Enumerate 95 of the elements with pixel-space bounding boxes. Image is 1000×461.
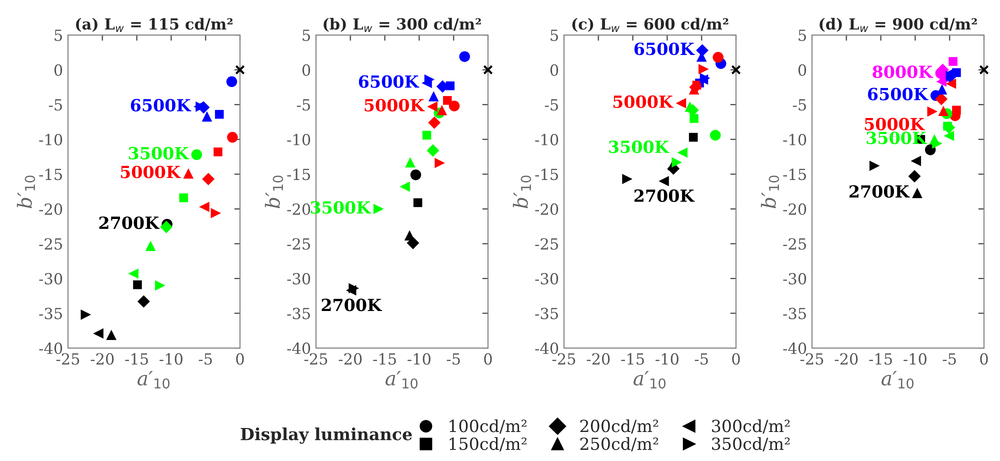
x-tick-label: -5 <box>694 353 708 365</box>
y-tick-label: 5 <box>54 30 62 42</box>
x-tick-label: -20 <box>338 353 362 365</box>
legend-label: 200cd/m² <box>580 419 658 434</box>
y-tick-label: -35 <box>39 308 62 320</box>
x-tick-label: 0 <box>980 353 988 365</box>
y-tick-label: 5 <box>550 30 558 42</box>
x-tick-label: -5 <box>942 353 956 365</box>
y-tick-label: 5 <box>798 30 806 42</box>
y-tick-label: -25 <box>287 238 310 250</box>
annotation: 2700K <box>99 216 160 230</box>
legend-title: Display luminance <box>240 427 412 444</box>
y-tick-label: 5 <box>302 30 310 42</box>
y-tick-label: -35 <box>783 308 806 320</box>
y-tick-label: -25 <box>39 238 62 250</box>
y-tick-label: -40 <box>287 342 310 354</box>
annotation: 2700K <box>322 298 382 312</box>
y-tick-label: -10 <box>287 134 310 146</box>
chart-title: (d) L$_{w}$ = 900 cd/m² <box>820 18 977 32</box>
legend-label: 150cd/m² <box>450 437 526 452</box>
y-tick-label: 0 <box>798 64 806 76</box>
y-tick-label: -40 <box>783 342 806 354</box>
y-axis-title: b′$_{10}$ <box>512 176 532 208</box>
x-tick-label: -20 <box>90 353 114 365</box>
x-tick-label: 0 <box>484 353 492 365</box>
y-tick-label: -20 <box>39 203 62 215</box>
y-tick-label: -40 <box>39 342 62 354</box>
annotation: 5000K <box>364 98 425 112</box>
y-tick-label: -10 <box>39 134 62 146</box>
y-tick-label: -30 <box>535 272 558 285</box>
legend-label: 300cd/m² <box>712 419 790 434</box>
annotation: 3500K <box>128 146 190 160</box>
annotation: 5000K <box>613 95 674 108</box>
x-tick-label: -10 <box>904 353 926 365</box>
annotation: 6500K <box>358 75 420 88</box>
y-axis-title: b′$_{10}$ <box>264 176 284 208</box>
x-tick-label: -15 <box>869 353 892 365</box>
annotation: 5000K <box>864 118 925 130</box>
y-tick-label: -20 <box>535 203 558 215</box>
legend-label: 100cd/m² <box>450 419 526 434</box>
y-tick-label: -15 <box>535 168 558 180</box>
y-tick-label: -15 <box>287 168 310 180</box>
x-tick-label: 0 <box>236 353 244 365</box>
y-tick-label: 0 <box>302 64 310 76</box>
annotation: 6500K <box>130 98 192 112</box>
annotation: 6500K <box>634 42 695 56</box>
y-tick-label: -5 <box>792 99 806 111</box>
y-tick-label: -20 <box>287 203 310 215</box>
x-tick-label: -5 <box>198 353 212 365</box>
annotation: 2700K <box>850 185 910 198</box>
y-tick-label: -30 <box>783 272 806 285</box>
annotation: 3500K <box>310 201 372 214</box>
annotation: 5000K <box>120 166 181 178</box>
y-tick-label: -35 <box>287 308 310 320</box>
y-tick-label: -10 <box>535 134 558 146</box>
x-tick-label: 0 <box>732 353 740 365</box>
x-tick-label: -15 <box>125 353 148 365</box>
annotation: 2700K <box>634 189 695 202</box>
y-tick-label: -40 <box>535 342 558 354</box>
y-tick-label: -30 <box>39 272 62 285</box>
chart-title: (b) L$_{w}$ = 300 cd/m² <box>324 18 481 32</box>
x-tick-label: -15 <box>621 353 644 365</box>
annotation: 8000K <box>872 66 934 78</box>
y-tick-label: -5 <box>48 99 62 111</box>
y-tick-label: 0 <box>550 64 558 76</box>
x-tick-label: -15 <box>373 353 396 365</box>
annotation: 3500K <box>609 140 670 154</box>
y-tick-label: -10 <box>783 134 806 146</box>
annotation: 6500K <box>868 88 928 100</box>
y-tick-label: -5 <box>296 99 310 111</box>
x-tick-label: -10 <box>408 353 430 365</box>
x-axis-title: a′$_{10}$ <box>634 371 666 389</box>
legend-label: 350cd/m² <box>712 437 790 452</box>
y-axis-title: b′$_{10}$ <box>760 176 780 208</box>
x-tick-label: -10 <box>656 353 678 365</box>
y-tick-label: -15 <box>39 168 62 180</box>
x-tick-label: -20 <box>586 353 610 365</box>
y-tick-label: -20 <box>783 203 806 215</box>
x-tick-label: -20 <box>834 353 858 365</box>
y-axis-title: b′$_{10}$ <box>16 176 36 208</box>
chart-title: (a) L$_{w}$ = 115 cd/m² <box>76 18 232 32</box>
y-tick-label: -35 <box>535 308 558 320</box>
x-axis-title: a′$_{10}$ <box>882 371 914 389</box>
y-tick-label: 0 <box>54 64 62 76</box>
x-tick-label: -5 <box>446 353 460 365</box>
chart-title: (c) L$_{w}$ = 600 cd/m² <box>572 18 728 32</box>
y-tick-label: -25 <box>783 238 806 250</box>
y-tick-label: -30 <box>287 272 310 285</box>
y-tick-label: -15 <box>783 168 806 180</box>
y-tick-label: -5 <box>544 99 558 111</box>
y-tick-label: -25 <box>535 238 558 250</box>
x-axis-title: a′$_{10}$ <box>138 371 170 389</box>
x-tick-label: -10 <box>160 353 182 365</box>
x-axis-title: a′$_{10}$ <box>386 371 418 389</box>
legend-label: 250cd/m² <box>580 437 658 452</box>
